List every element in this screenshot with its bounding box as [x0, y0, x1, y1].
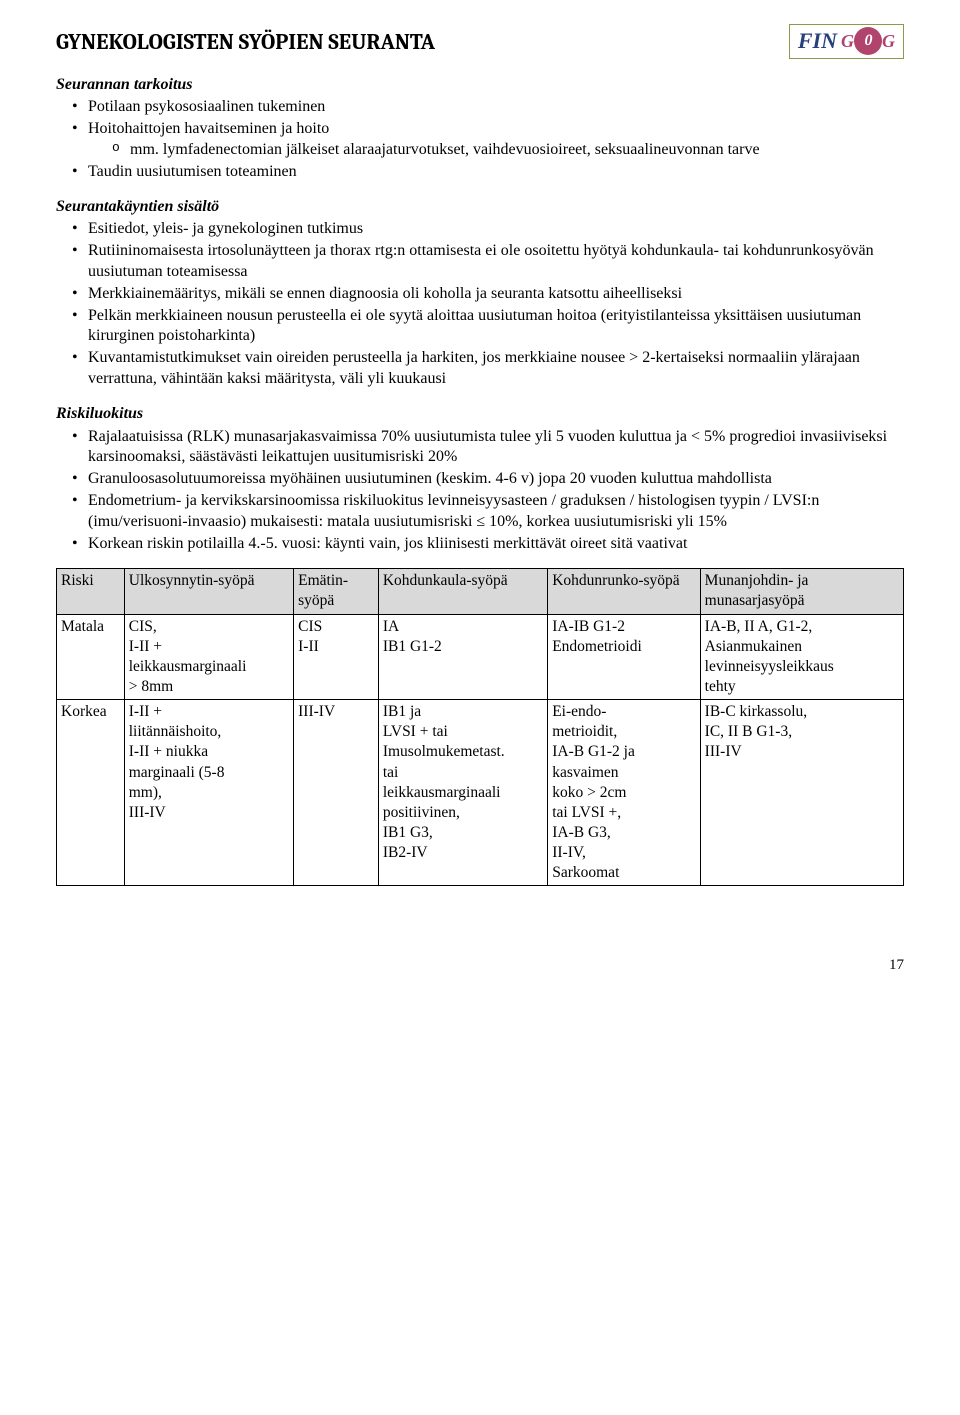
table-cell: Matala — [57, 614, 125, 700]
table-cell: Korkea — [57, 700, 125, 886]
table-cell: IB1 ja LVSI + tai Imusolmukemetast. tai … — [378, 700, 547, 886]
table-cell: Ei-endo- metrioidit, IA-B G1-2 ja kasvai… — [548, 700, 700, 886]
section2-list: Esitiedot, yleis- ja gynekologinen tutki… — [56, 219, 904, 389]
table-cell: III-IV — [294, 700, 379, 886]
col-header: Munanjohdin- ja munasarjasyöpä — [700, 569, 903, 614]
list-item: Pelkän merkkiaineen nousun perusteella e… — [76, 306, 904, 348]
list-item: Merkkiainemääritys, mikäli se ennen diag… — [76, 284, 904, 305]
list-item: Kuvantamistutkimukset vain oireiden peru… — [76, 348, 904, 390]
col-header: Emätin-syöpä — [294, 569, 379, 614]
col-header: Riski — [57, 569, 125, 614]
table-cell: I-II + liitännäishoito, I-II + niukka ma… — [124, 700, 293, 886]
table-header-row: Riski Ulkosynnytin-syöpä Emätin-syöpä Ko… — [57, 569, 904, 614]
list-item: Potilaan psykososiaalinen tukeminen — [76, 97, 904, 118]
logo-fin-text: FIN — [798, 27, 837, 56]
table-cell: IB-C kirkassolu, IC, II B G1-3, III-IV — [700, 700, 903, 886]
table-cell: IA-B, II A, G1-2, Asianmukainen levinnei… — [700, 614, 903, 700]
table-cell: IA-IB G1-2 Endometrioidi — [548, 614, 700, 700]
table-row: KorkeaI-II + liitännäishoito, I-II + niu… — [57, 700, 904, 886]
page-title: GYNEKOLOGISTEN SYÖPIEN SEURANTA — [56, 28, 904, 57]
table-cell: IA IB1 G1-2 — [378, 614, 547, 700]
section1-title: Seurannan tarkoitus — [56, 75, 904, 96]
list-item: Rutiininomaisesta irtosolunäytteen ja th… — [76, 241, 904, 283]
list-item: Taudin uusiutumisen toteaminen — [76, 162, 904, 183]
list-item: Korkean riskin potilailla 4.-5. vuosi: k… — [76, 534, 904, 555]
table-row: MatalaCIS, I-II + leikkausmarginaali > 8… — [57, 614, 904, 700]
table-cell: CIS, I-II + leikkausmarginaali > 8mm — [124, 614, 293, 700]
list-item: Endometrium- ja kervikskarsinoomissa ris… — [76, 491, 904, 533]
page-number: 17 — [56, 956, 904, 976]
risk-table: Riski Ulkosynnytin-syöpä Emätin-syöpä Ko… — [56, 568, 904, 886]
table-cell: CIS I-II — [294, 614, 379, 700]
col-header: Ulkosynnytin-syöpä — [124, 569, 293, 614]
section1-list: Potilaan psykososiaalinen tukeminen Hoit… — [56, 97, 904, 182]
list-item: Esitiedot, yleis- ja gynekologinen tutki… — [76, 219, 904, 240]
list-item: Granuloosasolutuumoreissa myöhäinen uusi… — [76, 469, 904, 490]
list-item: Hoitohaittojen havaitseminen ja hoito mm… — [76, 119, 904, 161]
section3-title: Riskiluokitus — [56, 404, 904, 425]
list-item: mm. lymfadenectomian jälkeiset alaraajat… — [116, 140, 904, 161]
logo-dot-icon: 0 — [854, 27, 882, 55]
section2-title: Seurantakäyntien sisältö — [56, 197, 904, 218]
col-header: Kohdunrunko-syöpä — [548, 569, 700, 614]
brand-logo: FIN G 0 G — [789, 24, 904, 59]
section3-list: Rajalaatuisissa (RLK) munasarjakasvaimis… — [56, 427, 904, 555]
col-header: Kohdunkaula-syöpä — [378, 569, 547, 614]
logo-gog: G 0 G — [841, 27, 895, 55]
list-item: Rajalaatuisissa (RLK) munasarjakasvaimis… — [76, 427, 904, 469]
